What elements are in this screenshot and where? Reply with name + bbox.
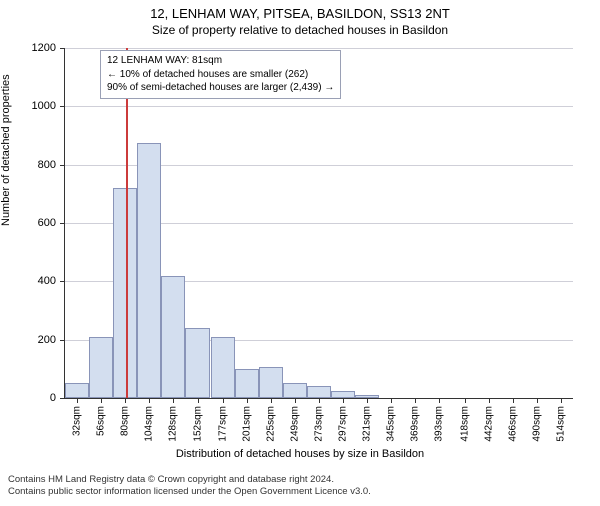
xtick-label: 321sqm: [362, 406, 373, 442]
ytick-label: 0: [16, 392, 56, 404]
ytick-label: 1200: [16, 42, 56, 54]
ytick-mark: [60, 165, 65, 166]
gridline: [65, 48, 573, 49]
chart-subtitle: Size of property relative to detached ho…: [0, 23, 600, 37]
histogram-bar: [65, 383, 89, 398]
xtick-label: 80sqm: [120, 406, 131, 436]
xtick-label: 225sqm: [265, 406, 276, 442]
xtick-mark: [101, 398, 102, 403]
info-line-1: 12 LENHAM WAY: 81sqm: [107, 54, 334, 68]
ytick-mark: [60, 48, 65, 49]
ytick-mark: [60, 398, 65, 399]
y-axis-label: Number of detached properties: [0, 74, 12, 226]
ytick-label: 800: [16, 159, 56, 171]
xtick-mark: [367, 398, 368, 403]
histogram-bar: [331, 391, 355, 398]
xtick-mark: [271, 398, 272, 403]
ytick-mark: [60, 106, 65, 107]
xtick-label: 56sqm: [96, 406, 107, 436]
ytick-label: 200: [16, 334, 56, 346]
xtick-mark: [513, 398, 514, 403]
xtick-mark: [343, 398, 344, 403]
footer-line-2: Contains public sector information licen…: [8, 486, 371, 498]
ytick-label: 400: [16, 275, 56, 287]
histogram-bar: [185, 328, 209, 398]
xtick-mark: [125, 398, 126, 403]
chart-container: 12, LENHAM WAY, PITSEA, BASILDON, SS13 2…: [0, 6, 600, 506]
xtick-label: 393sqm: [434, 406, 445, 442]
xtick-mark: [465, 398, 466, 403]
histogram-bar: [283, 383, 307, 398]
xtick-label: 128sqm: [168, 406, 179, 442]
xtick-label: 249sqm: [289, 406, 300, 442]
histogram-bar: [89, 337, 113, 398]
histogram-bar: [161, 276, 185, 399]
info-line-2: ← 10% of detached houses are smaller (26…: [107, 68, 334, 82]
xtick-mark: [391, 398, 392, 403]
footer-line-1: Contains HM Land Registry data © Crown c…: [8, 474, 371, 486]
marker-line: [126, 48, 128, 398]
xtick-label: 201sqm: [241, 406, 252, 442]
xtick-label: 32sqm: [72, 406, 83, 436]
xtick-mark: [149, 398, 150, 403]
xtick-label: 273sqm: [314, 406, 325, 442]
ytick-label: 600: [16, 217, 56, 229]
histogram-bar: [235, 369, 259, 398]
xtick-label: 514sqm: [555, 406, 566, 442]
histogram-bar: [211, 337, 235, 398]
xtick-label: 104sqm: [144, 406, 155, 442]
xtick-label: 152sqm: [192, 406, 203, 442]
xtick-mark: [561, 398, 562, 403]
chart-title: 12, LENHAM WAY, PITSEA, BASILDON, SS13 2…: [0, 6, 600, 21]
histogram-bar: [259, 367, 283, 398]
xtick-mark: [198, 398, 199, 403]
xtick-mark: [173, 398, 174, 403]
xtick-label: 418sqm: [459, 406, 470, 442]
xtick-mark: [295, 398, 296, 403]
xtick-label: 466sqm: [507, 406, 518, 442]
xtick-label: 345sqm: [386, 406, 397, 442]
histogram-bar: [307, 386, 331, 398]
footer-text: Contains HM Land Registry data © Crown c…: [8, 474, 371, 498]
xtick-mark: [319, 398, 320, 403]
ytick-label: 1000: [16, 100, 56, 112]
ytick-mark: [60, 281, 65, 282]
xtick-label: 490sqm: [531, 406, 542, 442]
gridline: [65, 106, 573, 107]
xtick-mark: [247, 398, 248, 403]
xtick-label: 297sqm: [338, 406, 349, 442]
x-axis-label: Distribution of detached houses by size …: [0, 448, 600, 460]
xtick-mark: [537, 398, 538, 403]
ytick-mark: [60, 340, 65, 341]
xtick-label: 369sqm: [410, 406, 421, 442]
ytick-mark: [60, 223, 65, 224]
info-box: 12 LENHAM WAY: 81sqm ← 10% of detached h…: [100, 50, 341, 99]
xtick-mark: [439, 398, 440, 403]
histogram-bar: [113, 188, 137, 398]
xtick-label: 442sqm: [483, 406, 494, 442]
xtick-label: 177sqm: [217, 406, 228, 442]
xtick-mark: [489, 398, 490, 403]
xtick-mark: [223, 398, 224, 403]
histogram-bar: [137, 143, 161, 398]
info-line-3: 90% of semi-detached houses are larger (…: [107, 81, 334, 95]
xtick-mark: [77, 398, 78, 403]
xtick-mark: [415, 398, 416, 403]
plot-area: 32sqm56sqm80sqm104sqm128sqm152sqm177sqm2…: [64, 48, 572, 398]
